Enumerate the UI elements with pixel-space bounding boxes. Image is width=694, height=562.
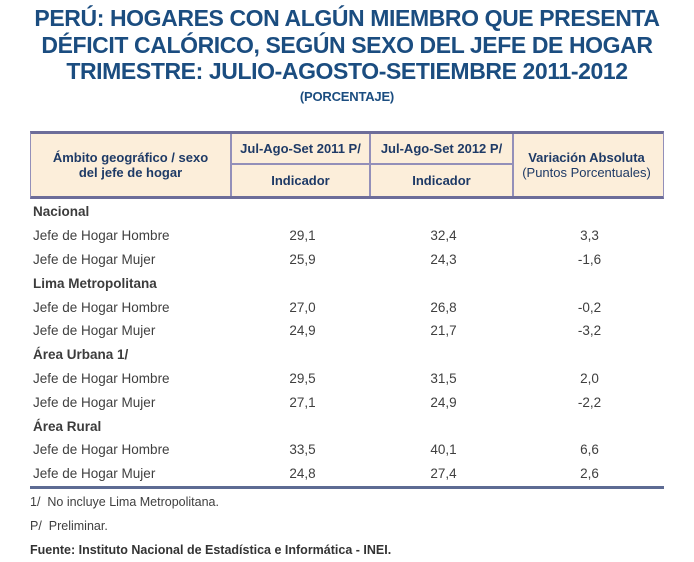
value-variation: 3,3 [580,228,599,244]
row-label: Jefe de Hogar Hombre [33,299,170,315]
row-label: Jefe de Hogar Hombre [33,370,170,386]
table-row: Jefe de Hogar Hombre 33,5 40,1 6,6 [30,438,664,462]
value-variation: 2,0 [580,370,599,386]
group-row: Nacional [30,200,664,224]
row-label: Jefe de Hogar Mujer [33,323,156,339]
value-variation: -1,6 [577,251,602,267]
column-header-2012: Jul-Ago-Set 2012 P/ [371,134,514,165]
value-variation: 6,6 [580,442,599,458]
page-title-line-1: PERÚ: HOGARES CON ALGÚN MIEMBRO QUE PRES… [34,5,660,31]
value-2011: 27,1 [289,394,316,410]
table-row: Jefe de Hogar Hombre 29,1 32,4 3,3 [30,224,664,248]
footnote-1: 1/ No incluye Lima Metropolitana. [30,495,219,509]
column-header-variacion: Variación Absoluta (Puntos Porcentuales) [514,134,659,196]
footnote-2: P/ Preliminar. [30,519,108,533]
table-body: Nacional Jefe de Hogar Hombre 29,1 32,4 3,3 J… [30,200,664,486]
value-variation: -0,2 [577,299,602,315]
row-label: Jefe de Hogar Hombre [33,228,170,244]
table-bottom-rule [30,486,664,489]
row-label: Área Rural [33,418,102,434]
row-label: Nacional [33,204,90,220]
value-2011: 24,9 [289,323,316,339]
value-2012: 40,1 [430,442,457,458]
group-row: Lima Metropolitana [30,271,664,295]
value-2011: 29,1 [289,228,316,244]
row-label: Lima Metropolitana [33,275,157,291]
value-variation: 2,6 [580,466,599,482]
value-variation: -2,2 [577,394,602,410]
value-2012: 24,3 [430,251,457,267]
value-2012: 26,8 [430,299,457,315]
value-2011: 29,5 [289,370,316,386]
value-2012: 27,4 [430,466,457,482]
table-row: Jefe de Hogar Hombre 29,5 31,5 2,0 [30,367,664,391]
row-label: Jefe de Hogar Mujer [33,251,156,267]
value-2011: 33,5 [289,442,316,458]
table-row: Jefe de Hogar Mujer 24,8 27,4 2,6 [30,462,664,486]
table-row: Jefe de Hogar Mujer 25,9 24,3 -1,6 [30,248,664,272]
page-title-line-2: DÉFICIT CALÓRICO, SEGÚN SEXO DEL JEFE DE… [41,31,653,58]
table-row: Jefe de Hogar Mujer 24,9 21,7 -3,2 [30,319,664,343]
row-label: Jefe de Hogar Mujer [33,394,156,410]
value-2011: 24,8 [289,466,316,482]
page-subtitle: (PORCENTAJE) [299,88,395,104]
title-block: PERÚ: HOGARES CON ALGÚN MIEMBRO QUE PRES… [0,5,694,104]
column-header-2011: Jul-Ago-Set 2011 P/ [232,134,371,165]
column-header-variacion-title: Variación Absoluta [528,150,645,165]
table-row: Jefe de Hogar Mujer 27,1 24,9 -2,2 [30,390,664,414]
row-label: Jefe de Hogar Hombre [33,442,170,458]
value-2012: 24,9 [430,394,457,410]
value-2011: 27,0 [289,299,316,315]
row-label: Área Urbana 1/ [33,347,129,363]
subcolumn-header-indicador-2012: Indicador [371,165,514,196]
row-label: Jefe de Hogar Mujer [33,466,156,482]
value-2012: 21,7 [430,323,457,339]
group-row: Área Urbana 1/ [30,343,664,367]
value-2012: 31,5 [430,370,457,386]
table-header: Ámbito geográfico / sexo del jefe de hog… [30,131,664,199]
page-title-line-3: TRIMESTRE: JULIO-AGOSTO-SETIEMBRE 2011-2… [66,58,628,84]
value-2012: 32,4 [430,228,457,244]
group-row: Área Rural [30,414,664,438]
table-row: Jefe de Hogar Hombre 27,0 26,8 -0,2 [30,295,664,319]
source-note: Fuente: Instituto Nacional de Estadístic… [30,543,392,557]
subcolumn-header-indicador-2011: Indicador [232,165,371,196]
column-header-ambito: Ámbito geográfico / sexo del jefe de hog… [31,134,232,196]
value-variation: -3,2 [577,323,602,339]
value-2011: 25,9 [289,251,316,267]
column-header-variacion-sub: (Puntos Porcentuales) [522,165,651,180]
